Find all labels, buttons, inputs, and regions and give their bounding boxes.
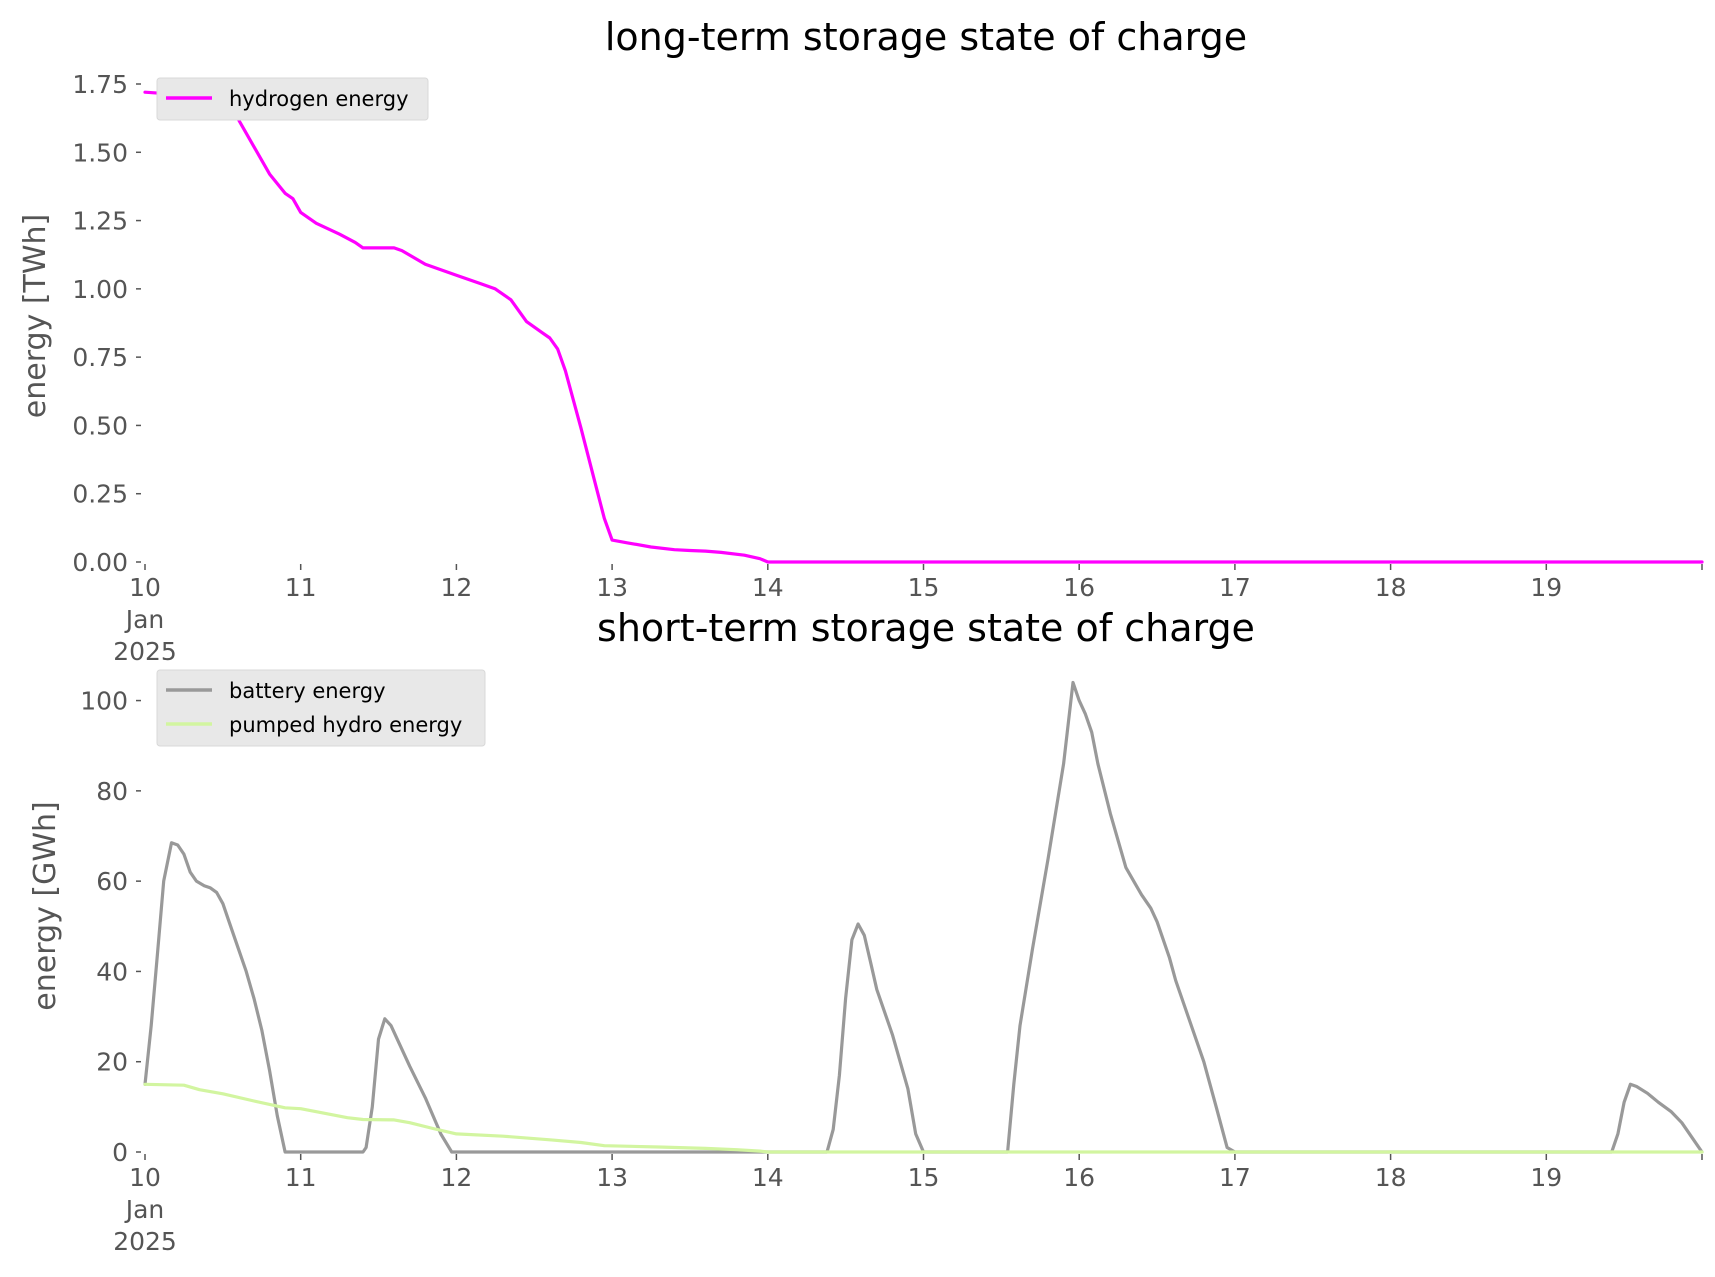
- y-tick-label: 0.25: [72, 480, 128, 509]
- y-tick-label: 1.00: [72, 275, 128, 304]
- x-tick-label: 12: [440, 573, 472, 602]
- y-axis-label: energy [GWh]: [28, 801, 63, 1010]
- series-line-hydrogen-energy: [143, 90, 1704, 564]
- y-tick-label: 0: [112, 1138, 128, 1167]
- x-tick-label: 19: [1530, 1163, 1562, 1192]
- x-tick-label: Jan: [124, 605, 165, 634]
- x-tick-label: 17: [1219, 573, 1251, 602]
- x-tick-label: 12: [440, 1163, 472, 1192]
- legend-box: [156, 669, 486, 747]
- y-tick-label: 0.50: [72, 411, 128, 440]
- axis-ticks: 0 20 40 60 80 100 10 Jan 2025 11 12 13 14 15 16 17 18 19: [80, 687, 1703, 1256]
- series-line-pumped-hydro-energy: [143, 1082, 1704, 1154]
- y-tick-label: 40: [96, 957, 128, 986]
- legend-label-battery-energy: battery energy: [229, 679, 386, 703]
- y-tick-label: 0.00: [72, 548, 128, 577]
- x-tick-label: 18: [1375, 1163, 1407, 1192]
- x-tick-label: 10: [129, 573, 161, 602]
- chart-title: long-term storage state of charge: [605, 15, 1247, 59]
- x-tick-label: Jan: [124, 1195, 165, 1224]
- legend: battery energy pumped hydro energy: [156, 669, 486, 747]
- x-tick-label: 11: [285, 1163, 317, 1192]
- x-tick-label: 13: [596, 1163, 628, 1192]
- y-tick-label: 80: [96, 777, 128, 806]
- y-tick-label: 1.75: [72, 70, 128, 99]
- short-term-chart: short-term storage state of charge energ…: [28, 606, 1704, 1256]
- chart-title: short-term storage state of charge: [597, 606, 1255, 650]
- y-tick-label: 1.50: [72, 138, 128, 167]
- series-layer: [143, 680, 1704, 1154]
- y-tick-label: 0.75: [72, 343, 128, 372]
- legend-label-pumped-hydro-energy: pumped hydro energy: [229, 713, 462, 737]
- y-tick-label: 20: [96, 1048, 128, 1077]
- x-tick-label: 2025: [113, 637, 177, 666]
- series-layer: [143, 90, 1704, 564]
- x-tick-label: 10: [129, 1163, 161, 1192]
- long-term-chart: long-term storage state of charge energy…: [18, 15, 1704, 666]
- y-axis-label: energy [TWh]: [18, 214, 53, 418]
- x-tick-label: 18: [1375, 573, 1407, 602]
- legend-box: [156, 77, 429, 121]
- x-tick-label: 15: [908, 1163, 940, 1192]
- x-tick-label: 11: [285, 573, 317, 602]
- legend: hydrogen energy: [156, 77, 429, 121]
- y-tick-label: 1.25: [72, 207, 128, 236]
- x-tick-label: 16: [1063, 1163, 1095, 1192]
- x-tick-label: 16: [1063, 573, 1095, 602]
- series-line-battery-energy: [143, 680, 1704, 1154]
- y-tick-label: 100: [80, 687, 128, 716]
- x-tick-label: 19: [1530, 573, 1562, 602]
- x-tick-label: 15: [908, 573, 940, 602]
- x-tick-label: 14: [752, 1163, 784, 1192]
- y-tick-label: 60: [96, 867, 128, 896]
- x-tick-label: 2025: [113, 1227, 177, 1256]
- axis-ticks: 0.00 0.25 0.50 0.75 1.00 1.25 1.50 1.75 10 Jan 202…: [72, 70, 1703, 666]
- x-tick-label: 13: [596, 573, 628, 602]
- x-tick-label: 14: [752, 573, 784, 602]
- x-tick-label: 17: [1219, 1163, 1251, 1192]
- legend-label-hydrogen-energy: hydrogen energy: [229, 87, 409, 111]
